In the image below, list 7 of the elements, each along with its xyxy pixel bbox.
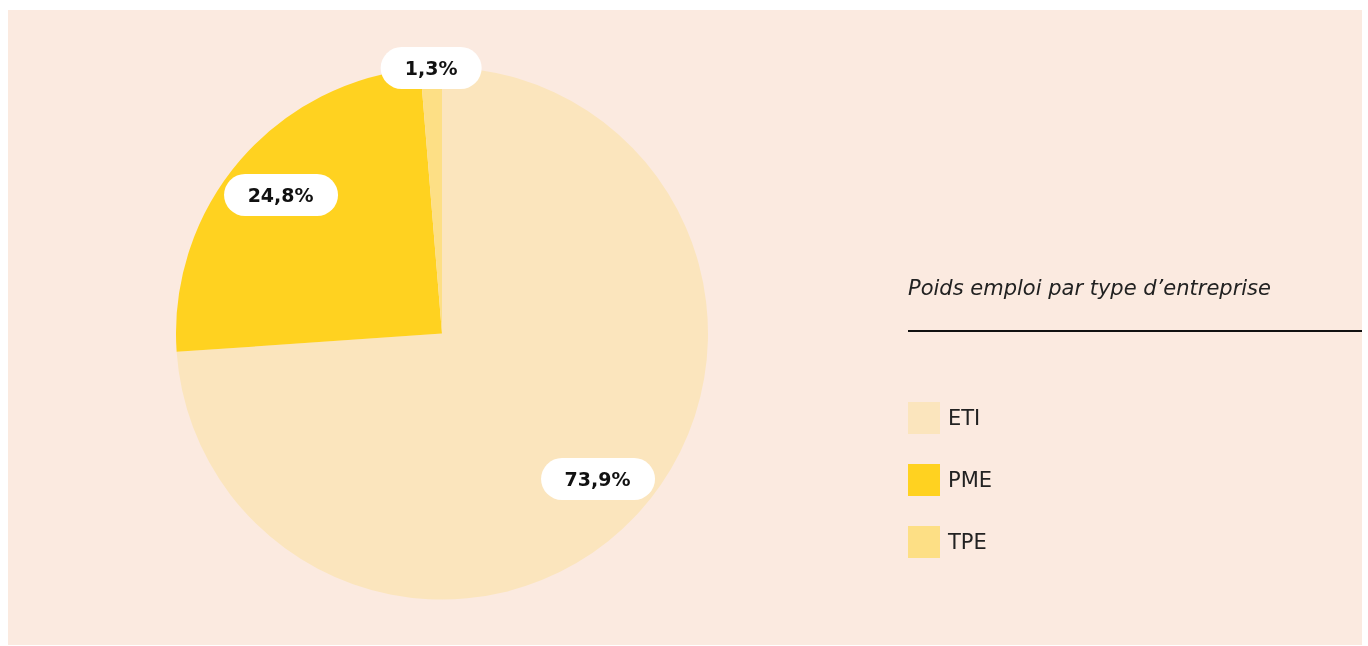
legend-label: ETI [948, 406, 981, 430]
data-label: 73,9% [540, 457, 655, 500]
data-label: 1,3% [380, 46, 482, 89]
data-label: 24,8% [223, 173, 338, 216]
legend-title: Poids emploi par type d’entreprise [908, 276, 1362, 332]
legend-label: PME [948, 468, 993, 492]
legend-label: TPE [948, 530, 987, 554]
